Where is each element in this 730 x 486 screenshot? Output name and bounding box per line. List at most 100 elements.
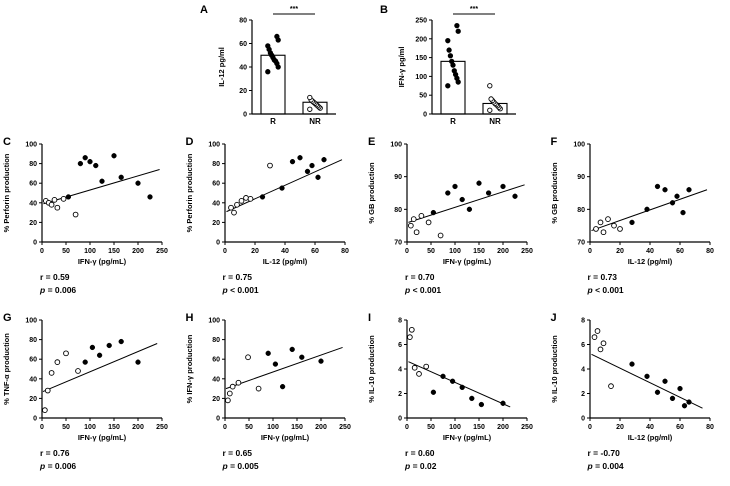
y-tick-label: 2 <box>398 391 402 398</box>
open-data-point <box>307 106 313 112</box>
x-axis-label: IL-12 (pg/ml) <box>627 257 672 266</box>
panel-I: I 0 2 4 6 8 0 50 100 150 200 250 IFN-γ (pg/mL) % IL-1… <box>365 310 548 486</box>
x-tick-label: 0 <box>588 248 592 255</box>
filled-data-point <box>93 162 99 169</box>
x-tick-label: 150 <box>473 248 485 255</box>
filled-data-point <box>679 209 686 216</box>
x-tick-label: 200 <box>315 424 327 431</box>
y-axis-label: IFN-γ pg/ml <box>397 47 406 88</box>
bar-row: A 0 20 40 60 80 R NR *** IL-12 pg/ml B 0 50 100 150 20… <box>0 0 730 134</box>
y-tick-label: 90 <box>577 174 585 181</box>
p-value: p = 0.004 <box>588 460 730 473</box>
open-data-point <box>244 354 251 361</box>
y-tick-label: 40 <box>212 376 220 383</box>
x-tick-label: 250 <box>156 424 168 431</box>
filled-data-point <box>304 168 310 175</box>
x-axis-label: IFN-γ (pg/mL) <box>78 257 127 266</box>
x-tick-label: 20 <box>616 424 624 431</box>
open-data-point <box>592 226 599 232</box>
x-tick-label: 200 <box>132 248 144 255</box>
open-data-point <box>594 328 600 334</box>
filled-data-point <box>87 158 93 165</box>
x-tick-label: 80 <box>341 248 349 255</box>
panel-J: J 0 2 4 6 8 0 20 40 60 80 IL-12 (pg/ml)% IL-10 prod… <box>548 310 730 486</box>
open-data-point <box>227 204 234 211</box>
y-tick-label: 6 <box>398 342 402 349</box>
open-data-point <box>607 383 614 390</box>
y-tick-label: 20 <box>29 220 37 227</box>
correlation-stats-G: r = 0.76 p = 0.006 <box>40 447 183 473</box>
filled-data-point <box>440 373 446 379</box>
filled-data-point <box>147 194 153 200</box>
x-axis-label: IL-12 (pg/ml) <box>627 433 672 442</box>
x-tick-label: 80 <box>706 424 714 431</box>
p-value: p = 0.006 <box>40 460 183 473</box>
panel-label-F: F <box>550 136 558 148</box>
x-tick-label: 150 <box>473 424 485 431</box>
filled-data-point <box>466 206 473 212</box>
filled-data-point <box>118 338 124 345</box>
y-axis-label: % GB production <box>367 162 376 224</box>
filled-data-point <box>673 193 680 199</box>
regression-line <box>408 184 525 223</box>
regression-line <box>42 343 158 393</box>
y-tick-label: 80 <box>577 207 585 214</box>
filled-data-point <box>298 354 304 360</box>
x-tick-label: 50 <box>62 424 70 431</box>
filled-data-point <box>446 47 452 53</box>
open-data-point <box>410 216 417 222</box>
open-data-point <box>48 201 55 208</box>
x-axis-label: IFN-γ (pg/mL) <box>78 433 127 442</box>
r-value: r = 0.59 <box>40 272 70 282</box>
r-value: r = 0.76 <box>40 448 70 458</box>
filled-data-point <box>445 83 451 89</box>
open-data-point <box>487 83 493 89</box>
y-tick-label: 8 <box>398 318 402 325</box>
significance-stars: *** <box>470 6 478 13</box>
x-tick-label: 0 <box>405 424 409 431</box>
y-axis-label: % Perforin production <box>2 153 11 232</box>
filled-data-point <box>265 43 271 49</box>
y-tick-label: 0 <box>243 112 247 119</box>
y-tick-label: 100 <box>390 142 402 149</box>
filled-data-point <box>451 68 457 74</box>
y-tick-label: 100 <box>25 142 37 149</box>
open-data-point <box>597 346 603 353</box>
r-value: r = 0.70 <box>405 272 435 282</box>
r-value: r = 0.73 <box>587 272 618 282</box>
p-symbol: p <box>222 284 228 295</box>
p-symbol: p <box>222 460 228 471</box>
y-tick-label: 0 <box>398 416 402 423</box>
p-symbol: p <box>587 284 593 295</box>
filled-data-point <box>296 155 303 161</box>
open-data-point <box>408 326 415 333</box>
r-value: r = 0.75 <box>222 272 253 282</box>
x-tick-label: 250 <box>156 248 168 255</box>
y-tick-label: 80 <box>212 337 220 344</box>
open-data-point <box>247 196 253 202</box>
open-data-point <box>54 359 61 365</box>
x-tick-label: 100 <box>449 248 461 255</box>
y-tick-label: 60 <box>29 357 37 364</box>
chart-F: 70 80 90 100 0 20 40 60 80 IL-12 (pg/ml) % GB prod… <box>550 142 714 267</box>
panel-label-E: E <box>368 136 376 148</box>
filled-data-point <box>82 359 88 365</box>
x-tick-label: 250 <box>521 248 533 255</box>
y-tick-label: 150 <box>415 55 427 62</box>
open-data-point <box>423 363 430 370</box>
open-data-point <box>266 162 273 169</box>
open-data-point <box>418 213 425 219</box>
chart-H: 0 20 40 60 80 100 0 50 100 150 200 250 IFN-γ (pg/mL)… <box>185 318 351 443</box>
filled-data-point <box>314 174 321 180</box>
filled-data-point <box>476 180 482 186</box>
y-tick-label: 60 <box>212 181 220 188</box>
open-data-point <box>238 197 244 204</box>
filled-data-point <box>478 401 485 408</box>
x-tick-label: 100 <box>449 424 461 431</box>
panel-B: B 0 50 100 150 200 250 R NR *** IFN-γ pg/ml <box>380 2 530 134</box>
scatter-row-1: C 0 20 40 60 80 100 0 50 100 150 200 250 IFN-γ (pg/mL… <box>0 134 730 310</box>
x-tick-label: 0 <box>40 248 44 255</box>
panel-label-J: J <box>550 312 557 324</box>
y-tick-label: 2 <box>581 391 585 398</box>
x-tick-label: 0 <box>223 248 227 255</box>
